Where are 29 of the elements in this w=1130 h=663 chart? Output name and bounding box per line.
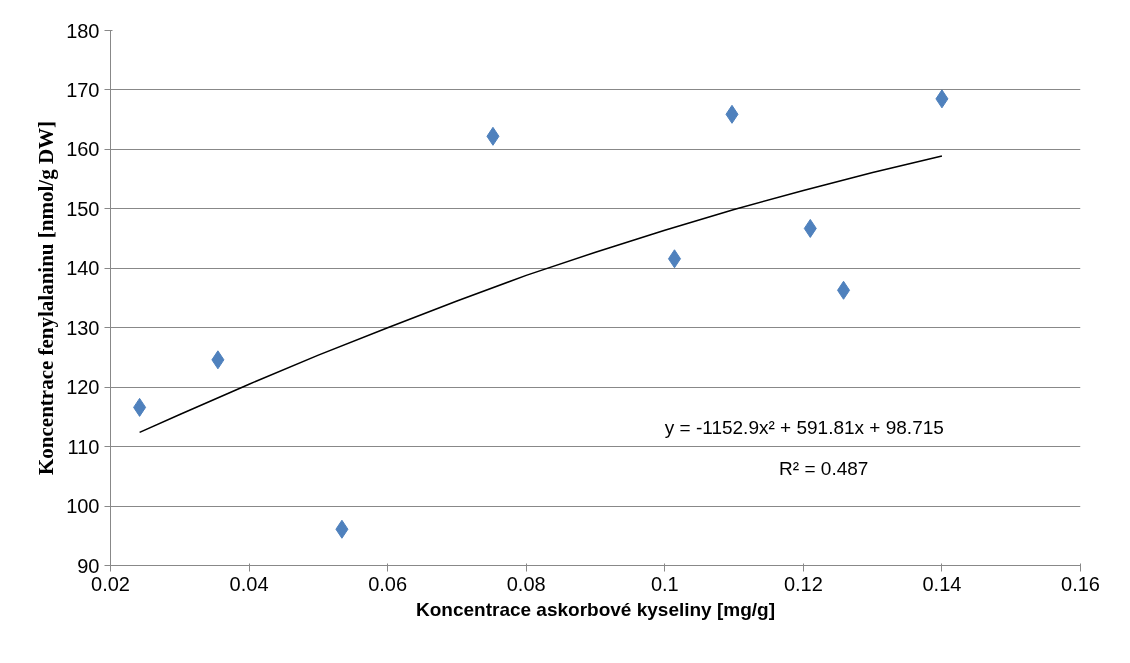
- point: [725, 104, 739, 124]
- y-tick-label: 130: [66, 316, 100, 339]
- y-tick-label: 150: [66, 197, 100, 220]
- point: [667, 249, 681, 269]
- x-tick-label: 0.1: [650, 572, 679, 595]
- x-axis-title: Koncentrace askorbové kyseliny [mg/g]: [415, 598, 776, 620]
- y-tick-label: 170: [66, 78, 100, 101]
- x-tick-label: 0.14: [922, 572, 962, 595]
- x-tick-label: 0.04: [229, 572, 269, 595]
- point: [335, 519, 349, 539]
- point: [935, 89, 949, 109]
- y-tick-label: 180: [66, 19, 100, 42]
- annotation: R² = 0.487: [779, 458, 869, 480]
- x-tick-label: 0.08: [506, 572, 546, 595]
- y-tick-label: 110: [67, 435, 100, 458]
- x-tick-label: 0.06: [368, 572, 408, 595]
- y-tick-label: 140: [66, 257, 100, 280]
- x-tick-label: 0.16: [1061, 572, 1100, 595]
- point: [486, 126, 500, 146]
- y-tick-label: 100: [66, 495, 100, 518]
- y-axis-title: Koncentrace fenylalaninu [nmol/g DW]: [34, 120, 59, 476]
- point: [211, 350, 225, 370]
- point: [133, 397, 147, 417]
- annotation: y = -1152.9x² + 591.81x + 98.715: [664, 416, 944, 438]
- point: [837, 280, 851, 300]
- point: [803, 218, 817, 238]
- y-tick-label: 120: [66, 376, 100, 399]
- y-tick-label: 160: [66, 138, 100, 161]
- x-tick-label: 0.12: [783, 572, 823, 595]
